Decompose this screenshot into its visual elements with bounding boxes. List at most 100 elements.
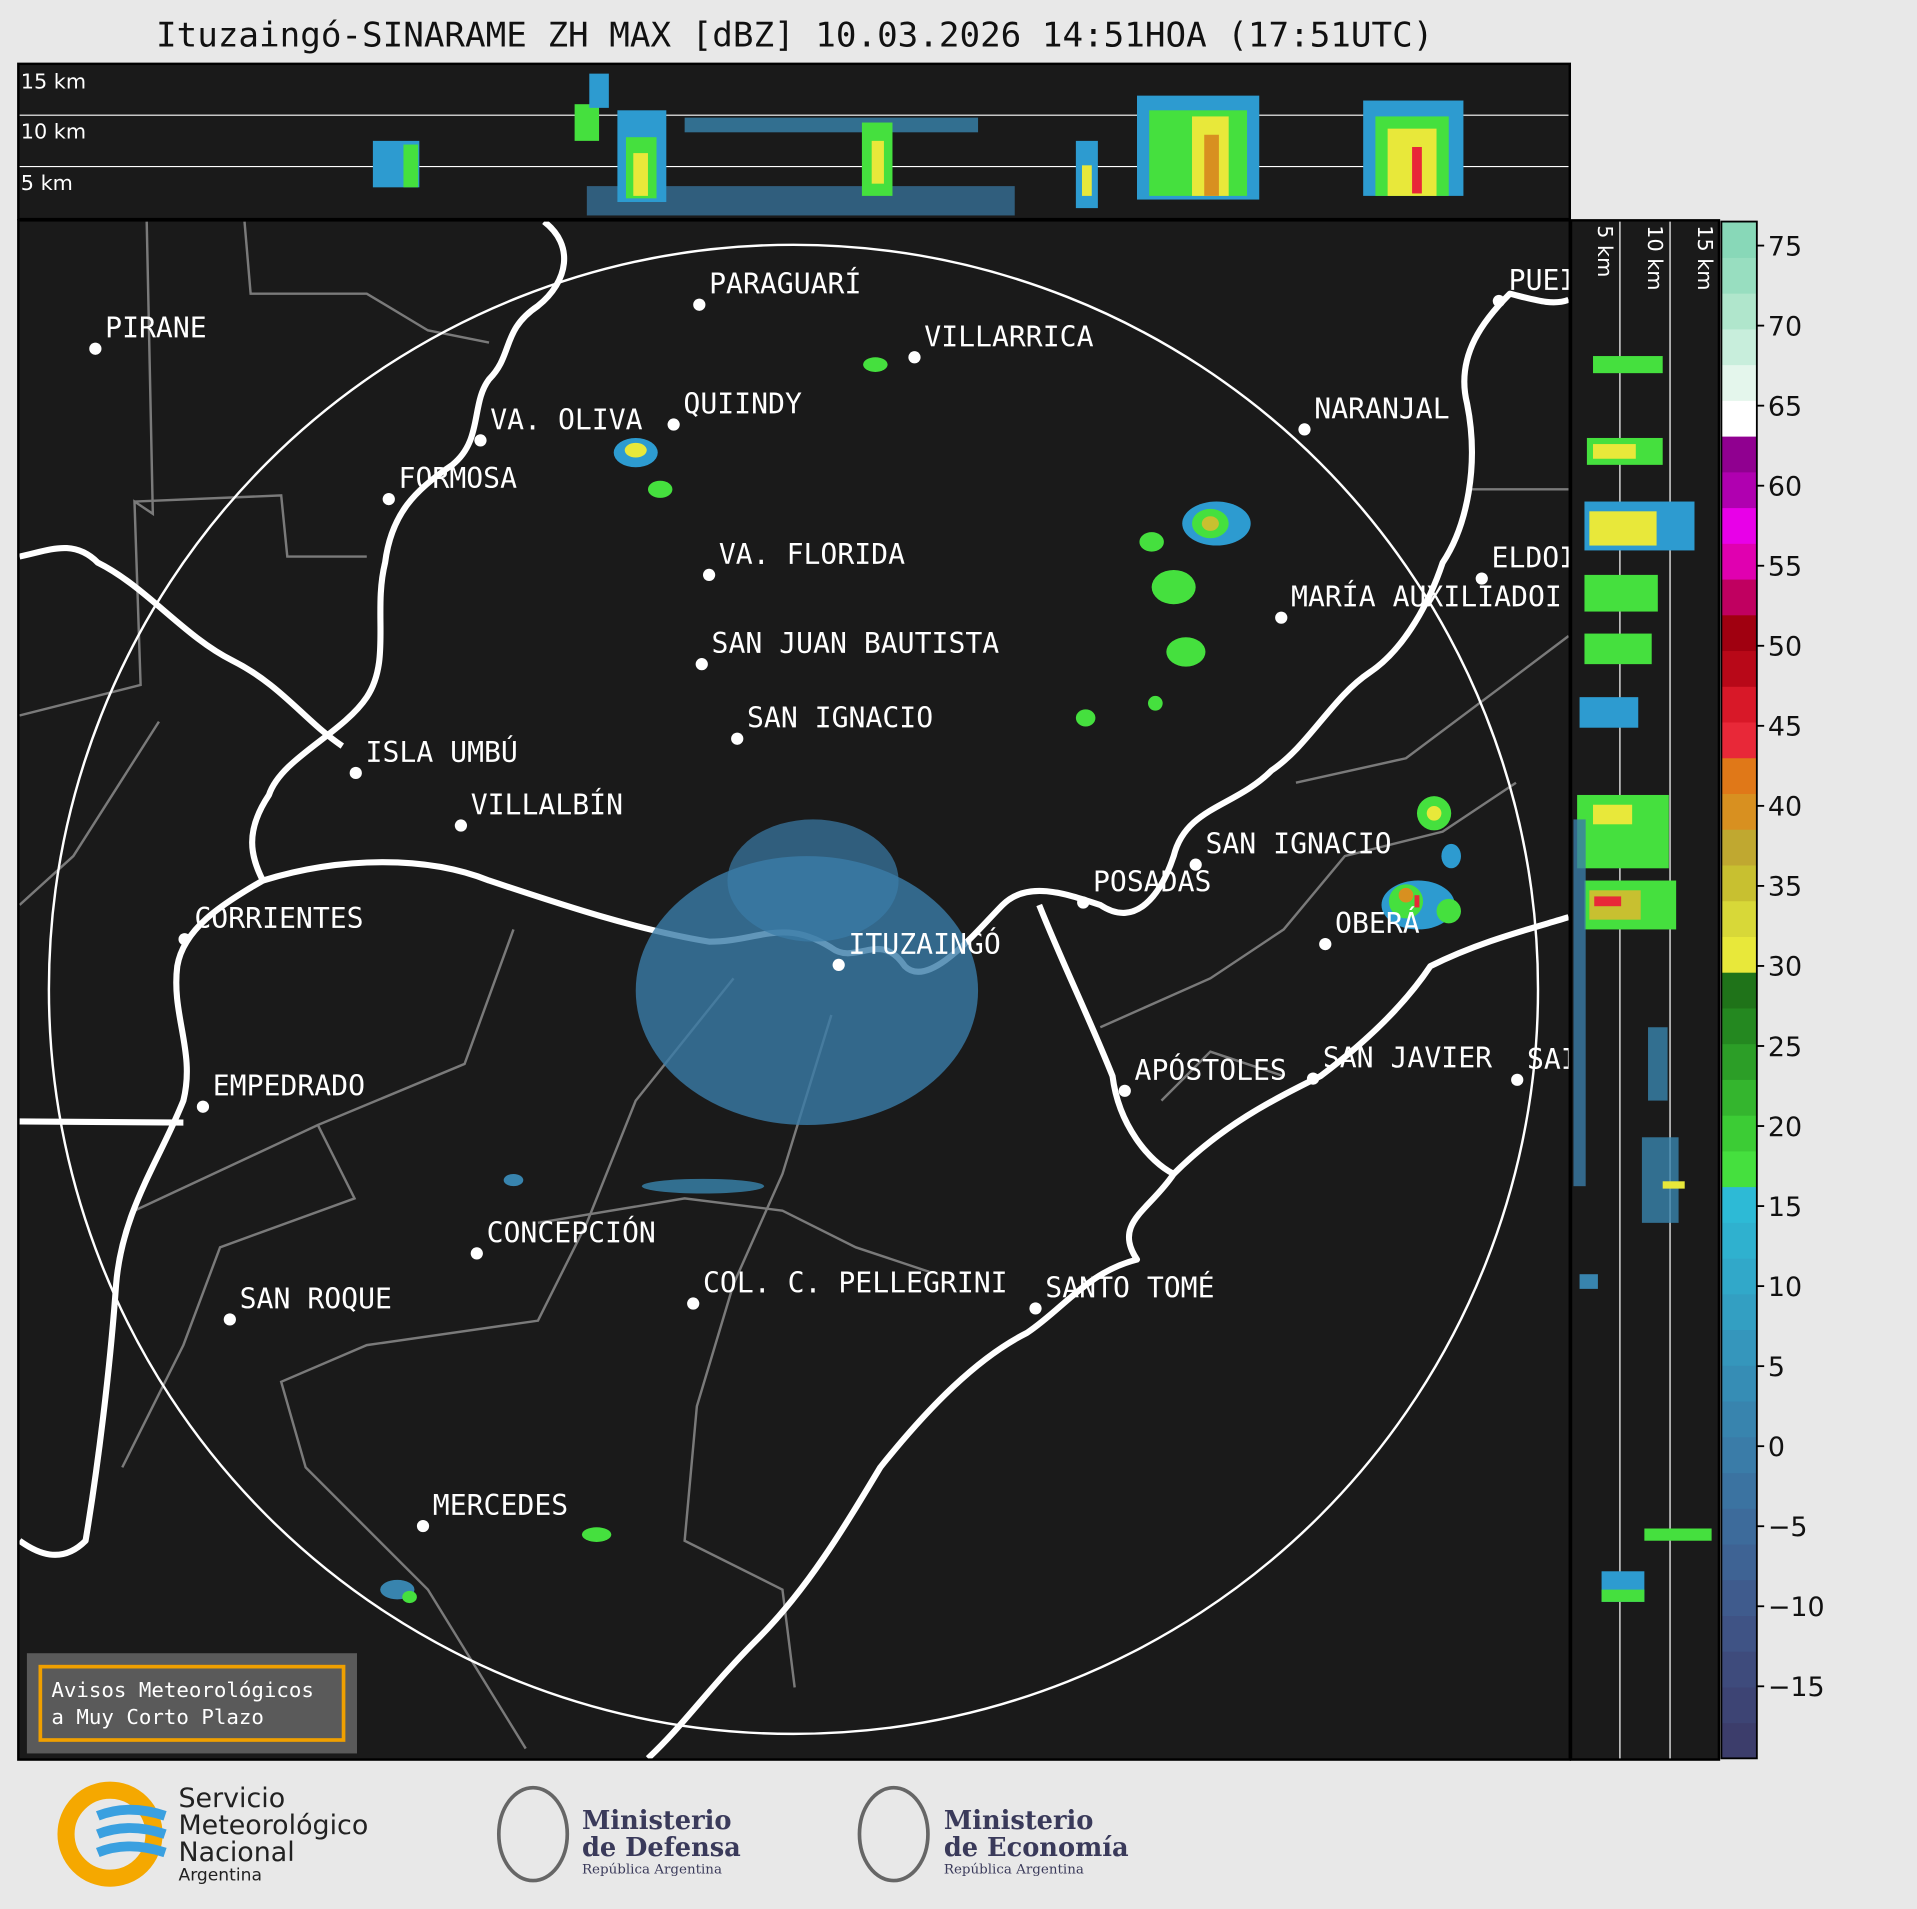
colorbar-segment [1721, 650, 1757, 687]
notice-box [26, 1653, 357, 1754]
logo-text: Meteorológico [178, 1810, 368, 1841]
colorbar-tick-label: 60 [1768, 471, 1802, 502]
city-dot [454, 819, 468, 832]
logo-text: de Economía [944, 1833, 1129, 1863]
logos: Servicio Meteorológico Nacional Argentin… [57, 1781, 1129, 1887]
colorbar: −15 −10 −5 0 5 10 15 20 25 30 35 40 45 50 55 60 65 70 75 [1720, 220, 1825, 1760]
colorbar-segment [1721, 1043, 1757, 1080]
city-dot [1189, 858, 1202, 871]
colorbar-tick-label: 50 [1768, 632, 1802, 663]
colorbar-segment [1721, 400, 1757, 437]
logo-text: Nacional [178, 1837, 294, 1868]
city-label: SAN ROQUE [240, 1282, 392, 1315]
colorbar-tick-label: 25 [1768, 1032, 1802, 1063]
colorbar-tick-label: 20 [1768, 1112, 1802, 1143]
city-label: SAI [1527, 1043, 1578, 1076]
top-echoes [19, 73, 1569, 216]
colorbar-segment [1721, 578, 1757, 616]
logo-text: Ministerio [944, 1806, 1094, 1836]
logo-text: Servicio [178, 1783, 285, 1814]
colorbar-segment [1721, 1115, 1757, 1152]
city-label: COL. C. PELLEGRINI [703, 1267, 1008, 1300]
city-label: ITUZAINGÓ [848, 927, 1000, 961]
logo-mark [857, 1785, 930, 1883]
city-dot [687, 1297, 700, 1310]
logo-mark [496, 1785, 570, 1883]
colorbar-segment [1721, 543, 1757, 580]
city-dot [474, 434, 487, 447]
colorbar-segment [1721, 1222, 1757, 1259]
colorbar-segment [1721, 686, 1757, 723]
city-label: PIRANE [105, 312, 207, 345]
city-dot [731, 732, 744, 745]
colorbar-tick-label: −10 [1768, 1592, 1825, 1623]
colorbar-segment [1721, 1186, 1757, 1223]
colorbar-segment [1721, 829, 1757, 866]
colorbar-segment [1721, 972, 1757, 1009]
logo-text: Ministerio [582, 1806, 732, 1836]
city-dot [1475, 572, 1488, 585]
colorbar-segment [1721, 1508, 1757, 1545]
city-label: SAN IGNACIO [1205, 828, 1391, 861]
colorbar-tick-label: −5 [1768, 1512, 1808, 1543]
colorbar-tick-label: 30 [1768, 952, 1802, 983]
colorbar-segment [1721, 364, 1757, 401]
city-dot [1306, 1072, 1320, 1085]
city-dot [1275, 611, 1288, 624]
colorbar-segment [1721, 793, 1757, 830]
colorbar-segment [1721, 1293, 1757, 1331]
logo-text: República Argentina [944, 1862, 1084, 1877]
colorbar-segment [1721, 1007, 1757, 1045]
height-label: 15 km [1693, 225, 1717, 290]
city-dot [695, 658, 708, 671]
city-label: ELDOI [1492, 542, 1577, 575]
colorbar-segment [1721, 221, 1757, 258]
colorbar-segment [1721, 257, 1757, 294]
colorbar-segment [1721, 1079, 1757, 1116]
colorbar-segment [1721, 936, 1757, 973]
colorbar-segment [1721, 864, 1757, 902]
colorbar-tick-label: 5 [1768, 1352, 1785, 1383]
city-dot [196, 1100, 210, 1113]
colorbar-segment [1721, 1150, 1757, 1188]
colorbar-tick-label: 35 [1768, 872, 1802, 903]
city-dot [1492, 294, 1505, 308]
city-dot [223, 1313, 236, 1326]
city-dot [1077, 896, 1090, 909]
city-dot [1319, 937, 1332, 951]
colorbar-segment [1721, 471, 1757, 509]
colorbar-frame [1720, 220, 1758, 1760]
city-label: CORRIENTES [194, 902, 363, 935]
side-panel [1569, 219, 1721, 1761]
city-label: EMPEDRADO [213, 1070, 365, 1103]
city-dot [832, 958, 845, 972]
city-dot [702, 568, 716, 582]
city-label: VA. OLIVA [490, 403, 642, 436]
colorbar-segment [1721, 1543, 1757, 1581]
range-ring [47, 243, 1540, 1736]
colorbar-tick-label: 10 [1768, 1272, 1802, 1303]
city-dot [416, 1519, 430, 1533]
city-label: SANTO TOMÉ [1045, 1270, 1214, 1304]
city-label: SAN JUAN BAUTISTA [712, 627, 1000, 660]
city-dot [1118, 1084, 1131, 1097]
colorbar-segment [1721, 1365, 1757, 1402]
city-label: POSADAS [1093, 866, 1211, 899]
logo-text: de Defensa [582, 1833, 741, 1863]
colorbar-segment [1721, 900, 1757, 937]
borders [19, 221, 1569, 1750]
city-label: ISLA UMBÚ [366, 735, 518, 769]
height-label: 10 km [1643, 225, 1667, 290]
logo-text: Argentina [178, 1866, 261, 1886]
colorbar-segment [1721, 507, 1757, 544]
map-layer: PIRANE PARAGUARÍ VILLARRICA QUIINDY VA. OLIV… [19, 221, 1578, 1759]
city-label: MERCEDES [433, 1489, 568, 1522]
colorbar-segment [1721, 614, 1757, 652]
city-label: APÓSTOLES [1135, 1053, 1287, 1087]
city-dot [667, 418, 680, 431]
notice-text: Avisos Meteorológicos [51, 1678, 314, 1702]
colorbar-tick-label: 40 [1768, 792, 1802, 823]
colorbar-segment [1721, 1400, 1757, 1438]
colorbar-tick-label: 75 [1768, 231, 1802, 262]
echoes [380, 357, 1461, 1604]
